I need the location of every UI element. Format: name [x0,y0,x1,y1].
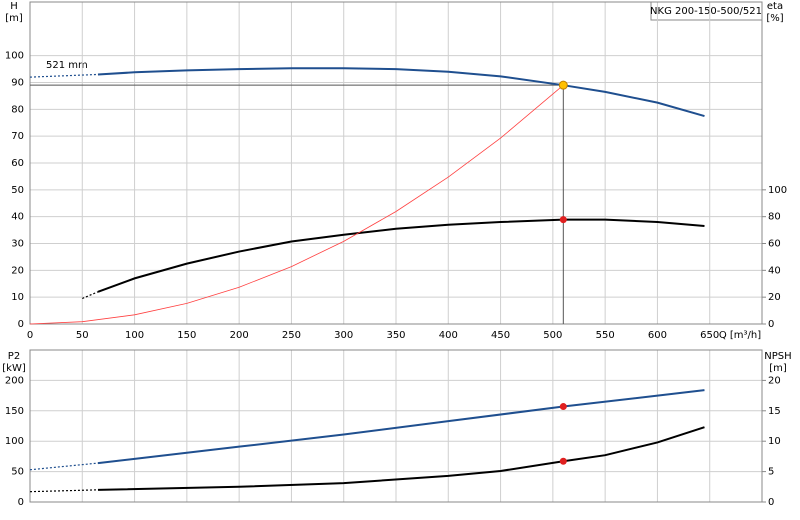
y-tick-label: 90 [11,78,24,89]
curve [97,218,705,293]
plot-frame [29,349,763,503]
annotation: 521 mm [46,60,88,71]
point-marker [559,457,567,465]
y2-tick-label: 100 [768,185,787,196]
y2-tick-label: 0 [768,497,774,508]
y-unit: [kW] [2,363,26,374]
x-tick-label: 500 [543,330,562,341]
y2-title: eta [767,1,783,12]
point-marker [559,216,567,224]
curve [97,389,705,465]
y-unit: [m] [5,13,23,24]
y2-tick-label: 10 [768,436,781,447]
x-tick-label: 50 [76,330,89,341]
x-tick-label: 350 [386,330,405,341]
x-axis-label: Q [m³/h] [719,330,761,341]
x-tick-label: 300 [334,330,353,341]
curve-extension [29,489,98,493]
y-tick-label: 100 [5,436,24,447]
y2-tick-label: 5 [768,467,774,478]
y2-unit: [%] [766,13,783,24]
y-tick-label: 150 [5,406,24,417]
y-tick-label: 200 [5,375,24,386]
curve [97,426,705,491]
y2-tick-label: 0 [768,319,774,330]
x-tick-label: 550 [596,330,615,341]
y-tick-label: 20 [11,265,24,276]
y-tick-label: 0 [18,497,24,508]
curve [29,84,564,325]
curve [97,67,705,118]
product-label: NKG 200-150-500/521 [650,6,762,17]
x-tick-label: 450 [491,330,510,341]
x-tick-label: 100 [125,330,144,341]
curve-extension [82,291,99,300]
curve-extension [29,73,98,78]
x-tick-label: 650 [700,330,719,341]
x-tick-label: 600 [648,330,667,341]
point-marker [559,403,567,411]
y-tick-label: 40 [11,212,24,223]
y2-tick-label: 60 [768,239,781,250]
x-tick-label: 200 [230,330,249,341]
y-tick-label: 70 [11,131,24,142]
y2-tick-label: 20 [768,375,781,386]
x-tick-label: 250 [282,330,301,341]
plot-frame [29,1,763,325]
x-tick-label: 0 [27,330,33,341]
y2-unit: [m] [769,363,787,374]
y-tick-label: 0 [18,319,24,330]
y-tick-label: 60 [11,158,24,169]
y-tick-label: 50 [11,467,24,478]
y-tick-label: 80 [11,104,24,115]
y2-tick-label: 40 [768,265,781,276]
duty-point [558,80,568,90]
x-tick-label: 150 [177,330,196,341]
y2-tick-label: 15 [768,406,781,417]
y-tick-label: 10 [11,292,24,303]
x-tick-label: 400 [439,330,458,341]
y-tick-label: 30 [11,239,24,250]
y-title: P2 [8,351,20,362]
y-tick-label: 100 [5,51,24,62]
y-tick-label: 50 [11,185,24,196]
y2-tick-label: 80 [768,212,781,223]
y2-title: NPSH [764,351,791,362]
y-title: H [10,1,18,12]
curve-extension [29,462,99,471]
y2-tick-label: 20 [768,292,781,303]
